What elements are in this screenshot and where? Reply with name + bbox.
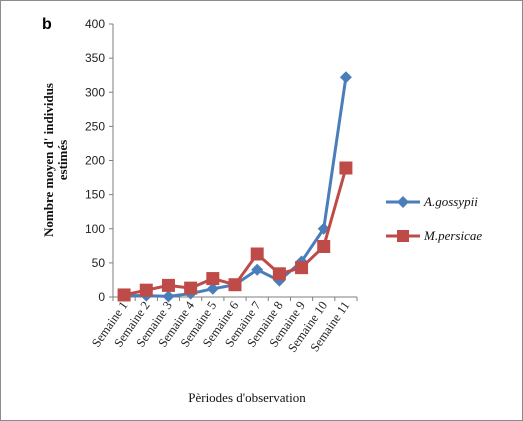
y-tick-label: 100	[85, 222, 105, 236]
y-tick-label: 350	[85, 51, 105, 65]
data-point-m-persicae	[184, 281, 198, 295]
data-point-m-persicae	[250, 247, 264, 261]
y-tick-label: 300	[85, 85, 105, 99]
legend-marker-a-gossypii	[397, 196, 409, 208]
data-point-m-persicae	[117, 288, 131, 302]
y-axis: 0 50 100 150 200 250 300 350 400	[85, 17, 114, 304]
series-line-m-persicae	[123, 167, 348, 297]
series-line-a-gossypii	[124, 77, 348, 298]
data-point-m-persicae	[161, 278, 175, 292]
data-point-m-persicae	[272, 267, 286, 281]
y-axis-title-line1: Nombre moyen d' individus	[41, 83, 56, 237]
x-axis-title: Pèriodes d'observation	[188, 390, 306, 405]
y-tick-label: 250	[85, 119, 105, 133]
y-tick-label: 150	[85, 188, 105, 202]
y-tick-label: 50	[92, 256, 106, 270]
panel-label: b	[42, 16, 52, 33]
y-tick-label: 400	[85, 17, 105, 31]
y-axis-title-line2: estimés	[55, 140, 70, 180]
legend-marker-m-persicae	[397, 230, 409, 242]
data-point-m-persicae	[317, 239, 331, 253]
y-tick-label: 0	[98, 290, 105, 304]
data-point-m-persicae	[139, 283, 153, 297]
data-point-a-gossypii	[162, 290, 175, 303]
data-point-m-persicae	[206, 272, 220, 286]
data-point-m-persicae	[295, 261, 309, 275]
data-point-a-gossypii	[339, 71, 352, 84]
data-point-a-gossypii	[251, 263, 264, 276]
legend-label-m-persicae: M.persicae	[423, 228, 482, 243]
series-layer	[117, 71, 353, 303]
y-tick-label: 200	[85, 154, 105, 168]
data-point-m-persicae	[228, 278, 242, 292]
data-point-m-persicae	[339, 161, 353, 175]
legend-label-a-gossypii: A.gossypii	[423, 194, 478, 209]
legend: A.gossypii M.persicae	[386, 194, 482, 243]
data-point-a-gossypii	[206, 282, 219, 295]
